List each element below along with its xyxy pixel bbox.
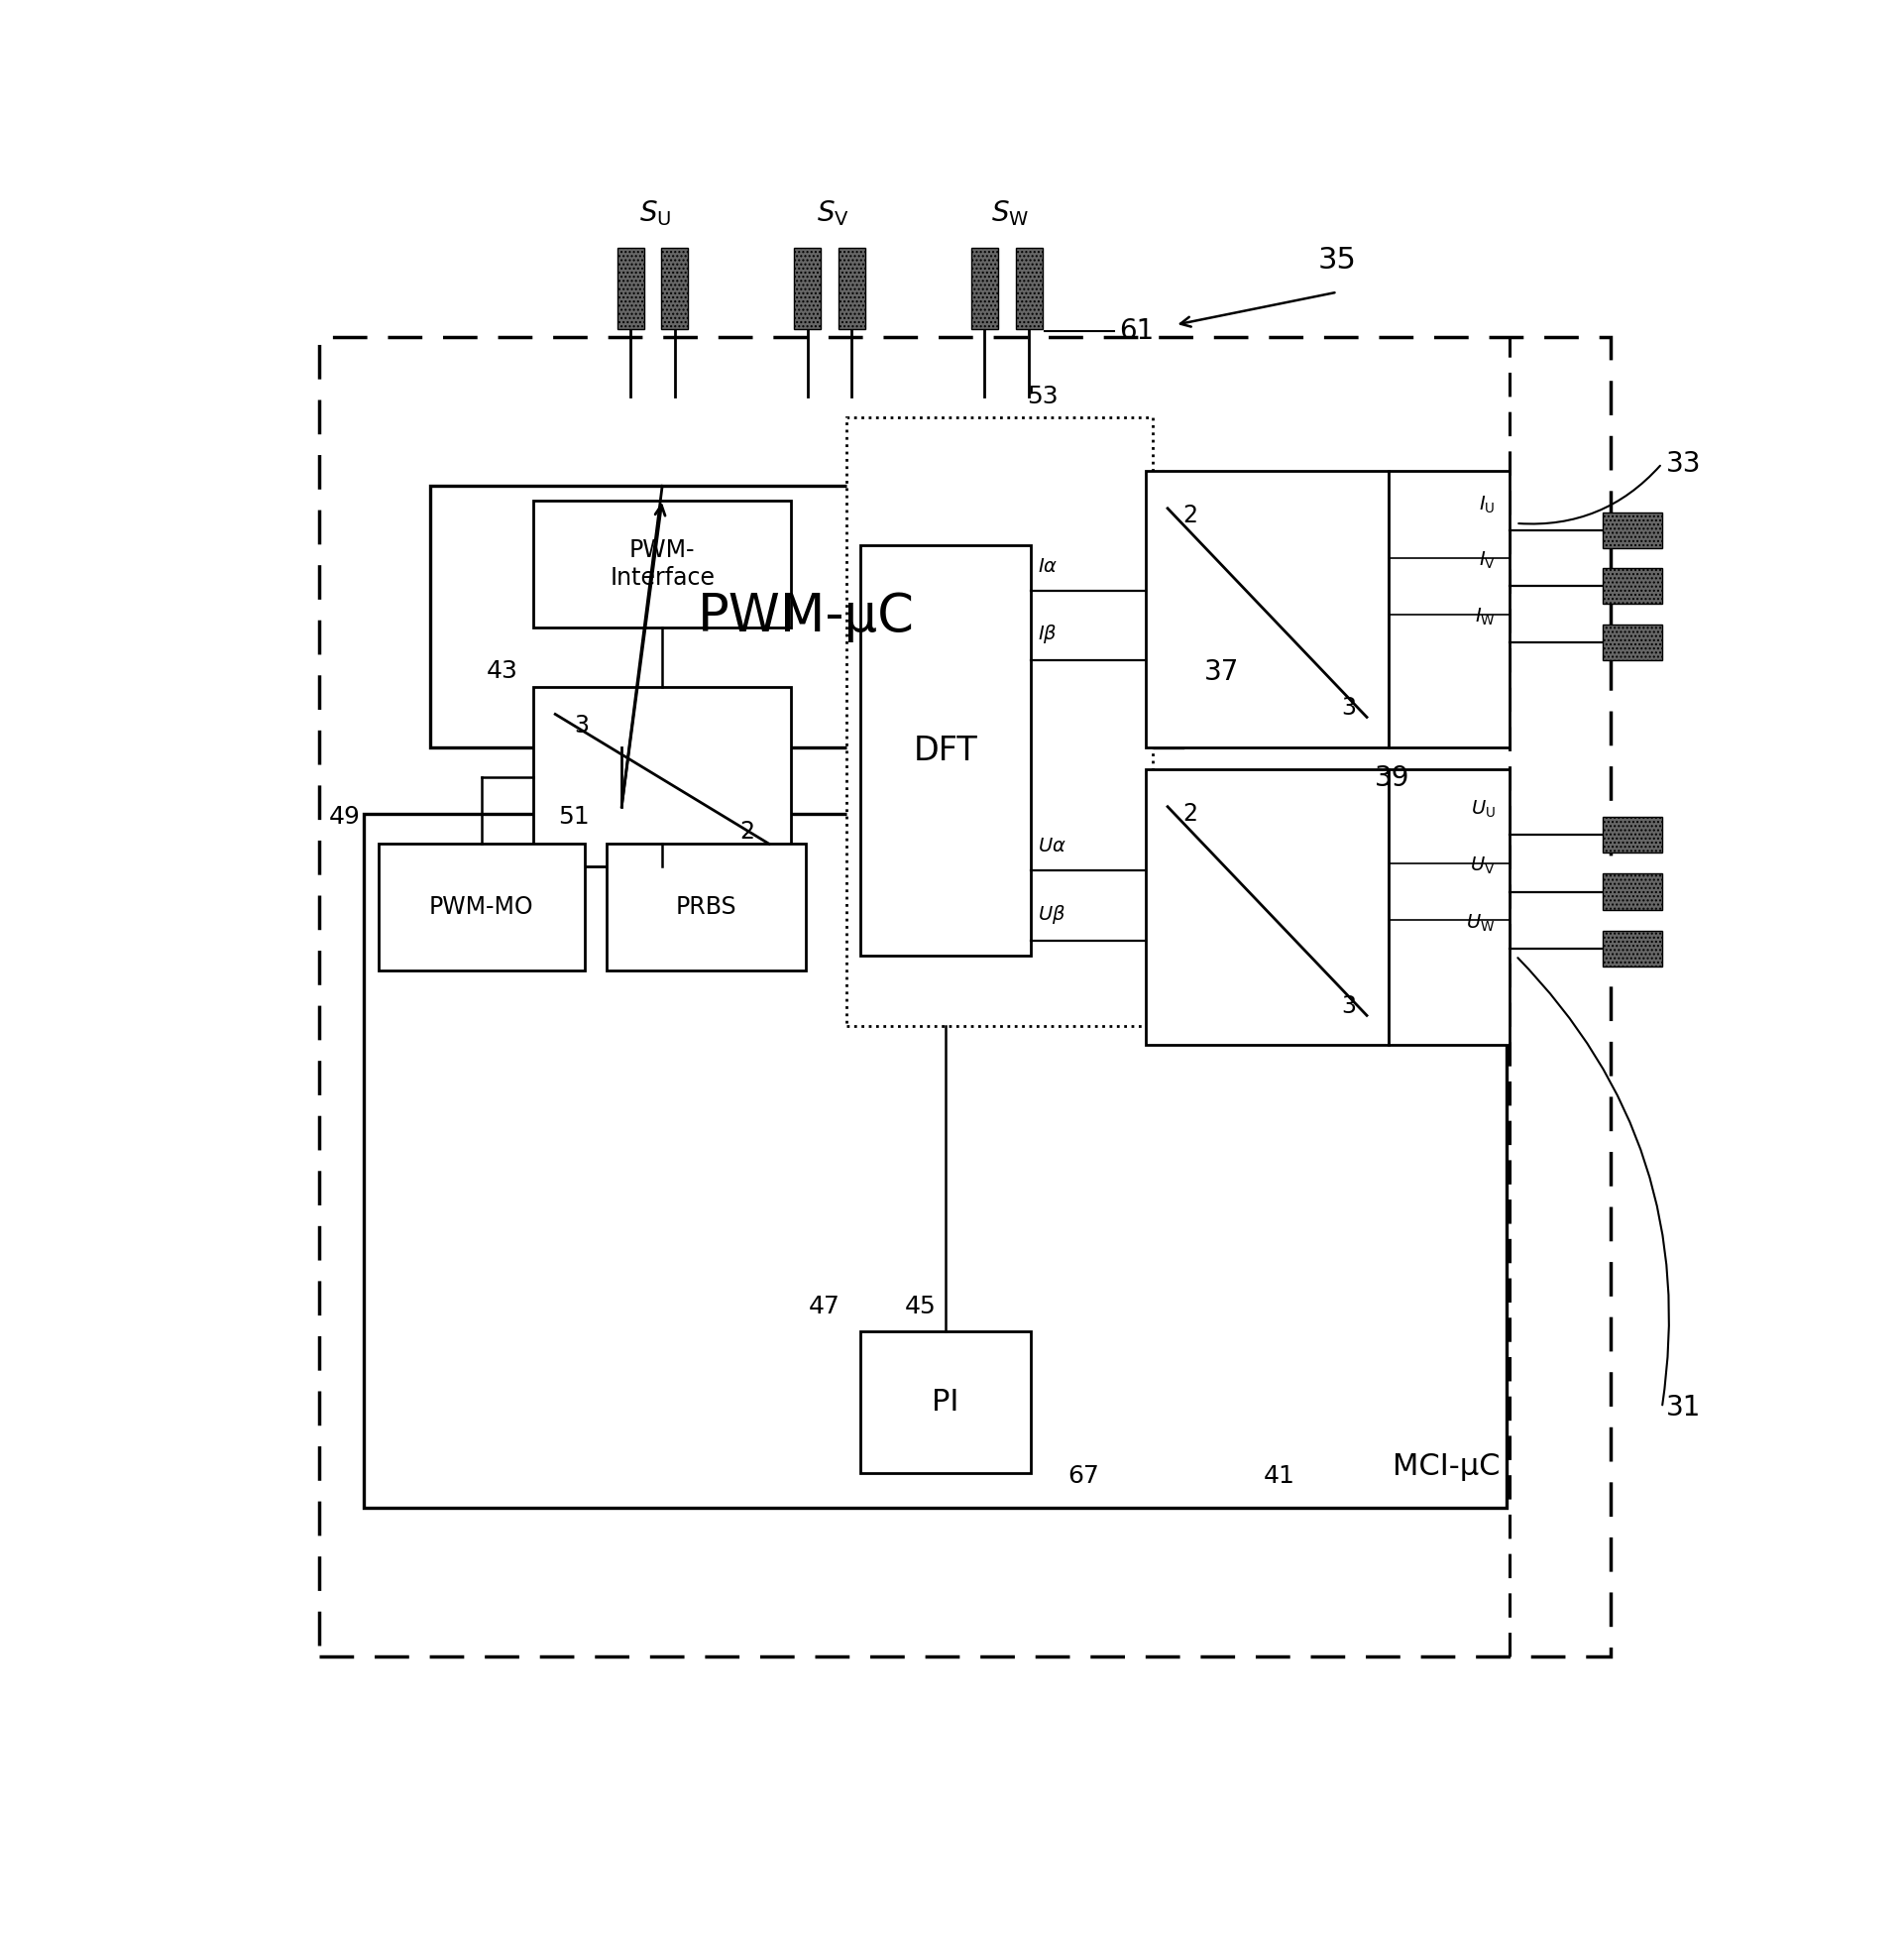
Text: $I_\mathrm{W}$: $I_\mathrm{W}$ <box>1474 606 1495 628</box>
Bar <box>1603 874 1662 910</box>
Text: 39: 39 <box>1375 763 1409 792</box>
Bar <box>617 248 644 329</box>
Bar <box>861 546 1030 955</box>
Text: 67: 67 <box>1068 1464 1099 1488</box>
Bar <box>1603 568 1662 604</box>
Text: 61: 61 <box>1120 318 1154 345</box>
Text: PWM-MO: PWM-MO <box>428 895 533 920</box>
Bar <box>661 248 687 329</box>
Text: $U\beta$: $U\beta$ <box>1038 903 1066 926</box>
Text: $U\alpha$: $U\alpha$ <box>1038 837 1066 856</box>
Bar <box>533 502 792 628</box>
Text: 2: 2 <box>739 819 754 845</box>
Text: $S_\mathrm{V}$: $S_\mathrm{V}$ <box>817 198 849 229</box>
Bar <box>1015 248 1041 329</box>
Text: $I_\mathrm{V}$: $I_\mathrm{V}$ <box>1478 550 1495 571</box>
Text: $S_\mathrm{W}$: $S_\mathrm{W}$ <box>990 198 1028 229</box>
Text: 49: 49 <box>329 806 360 829</box>
Text: $U_\mathrm{U}$: $U_\mathrm{U}$ <box>1470 798 1495 819</box>
Text: 35: 35 <box>1318 246 1356 275</box>
Text: 45: 45 <box>904 1294 937 1319</box>
Text: 47: 47 <box>809 1294 840 1319</box>
Text: $I\alpha$: $I\alpha$ <box>1038 556 1059 575</box>
Bar <box>430 486 1182 748</box>
Bar <box>971 248 998 329</box>
Text: 33: 33 <box>1666 449 1702 478</box>
Text: DFT: DFT <box>914 734 977 767</box>
Text: PRBS: PRBS <box>676 895 737 920</box>
Text: 43: 43 <box>487 659 518 684</box>
Text: PWM-μC: PWM-μC <box>697 591 914 643</box>
Bar <box>1603 626 1662 661</box>
Text: MCI-μC: MCI-μC <box>1392 1453 1500 1480</box>
Bar <box>533 688 792 866</box>
Bar <box>861 1331 1030 1474</box>
Bar <box>794 248 821 329</box>
Text: 3: 3 <box>575 715 590 738</box>
Bar <box>838 248 864 329</box>
Text: $I_\mathrm{U}$: $I_\mathrm{U}$ <box>1479 494 1495 515</box>
Text: 31: 31 <box>1666 1395 1702 1422</box>
Text: 37: 37 <box>1205 659 1240 686</box>
Text: PWM-
Interface: PWM- Interface <box>609 538 714 591</box>
Bar <box>1603 930 1662 967</box>
Text: 51: 51 <box>558 806 588 829</box>
Text: 3: 3 <box>1342 697 1356 721</box>
Bar <box>379 845 585 970</box>
Text: $S_\mathrm{U}$: $S_\mathrm{U}$ <box>640 198 672 229</box>
Bar <box>607 845 805 970</box>
Text: 3: 3 <box>1342 996 1356 1019</box>
Text: 2: 2 <box>1182 802 1198 825</box>
Bar <box>1146 471 1390 748</box>
Bar <box>845 416 1154 1027</box>
Bar <box>1603 513 1662 548</box>
Bar <box>320 337 1611 1656</box>
Text: $U_\mathrm{W}$: $U_\mathrm{W}$ <box>1466 912 1495 934</box>
Text: 53: 53 <box>1028 385 1059 409</box>
Bar <box>1390 471 1510 748</box>
Bar <box>1603 817 1662 852</box>
Bar <box>364 814 1508 1507</box>
Text: 2: 2 <box>1182 504 1198 527</box>
Text: PI: PI <box>931 1389 960 1416</box>
Text: 41: 41 <box>1264 1464 1295 1488</box>
Text: $U_\mathrm{V}$: $U_\mathrm{V}$ <box>1470 856 1495 877</box>
Bar <box>1390 769 1510 1046</box>
Text: $I\beta$: $I\beta$ <box>1038 624 1057 645</box>
Bar <box>1146 769 1390 1046</box>
